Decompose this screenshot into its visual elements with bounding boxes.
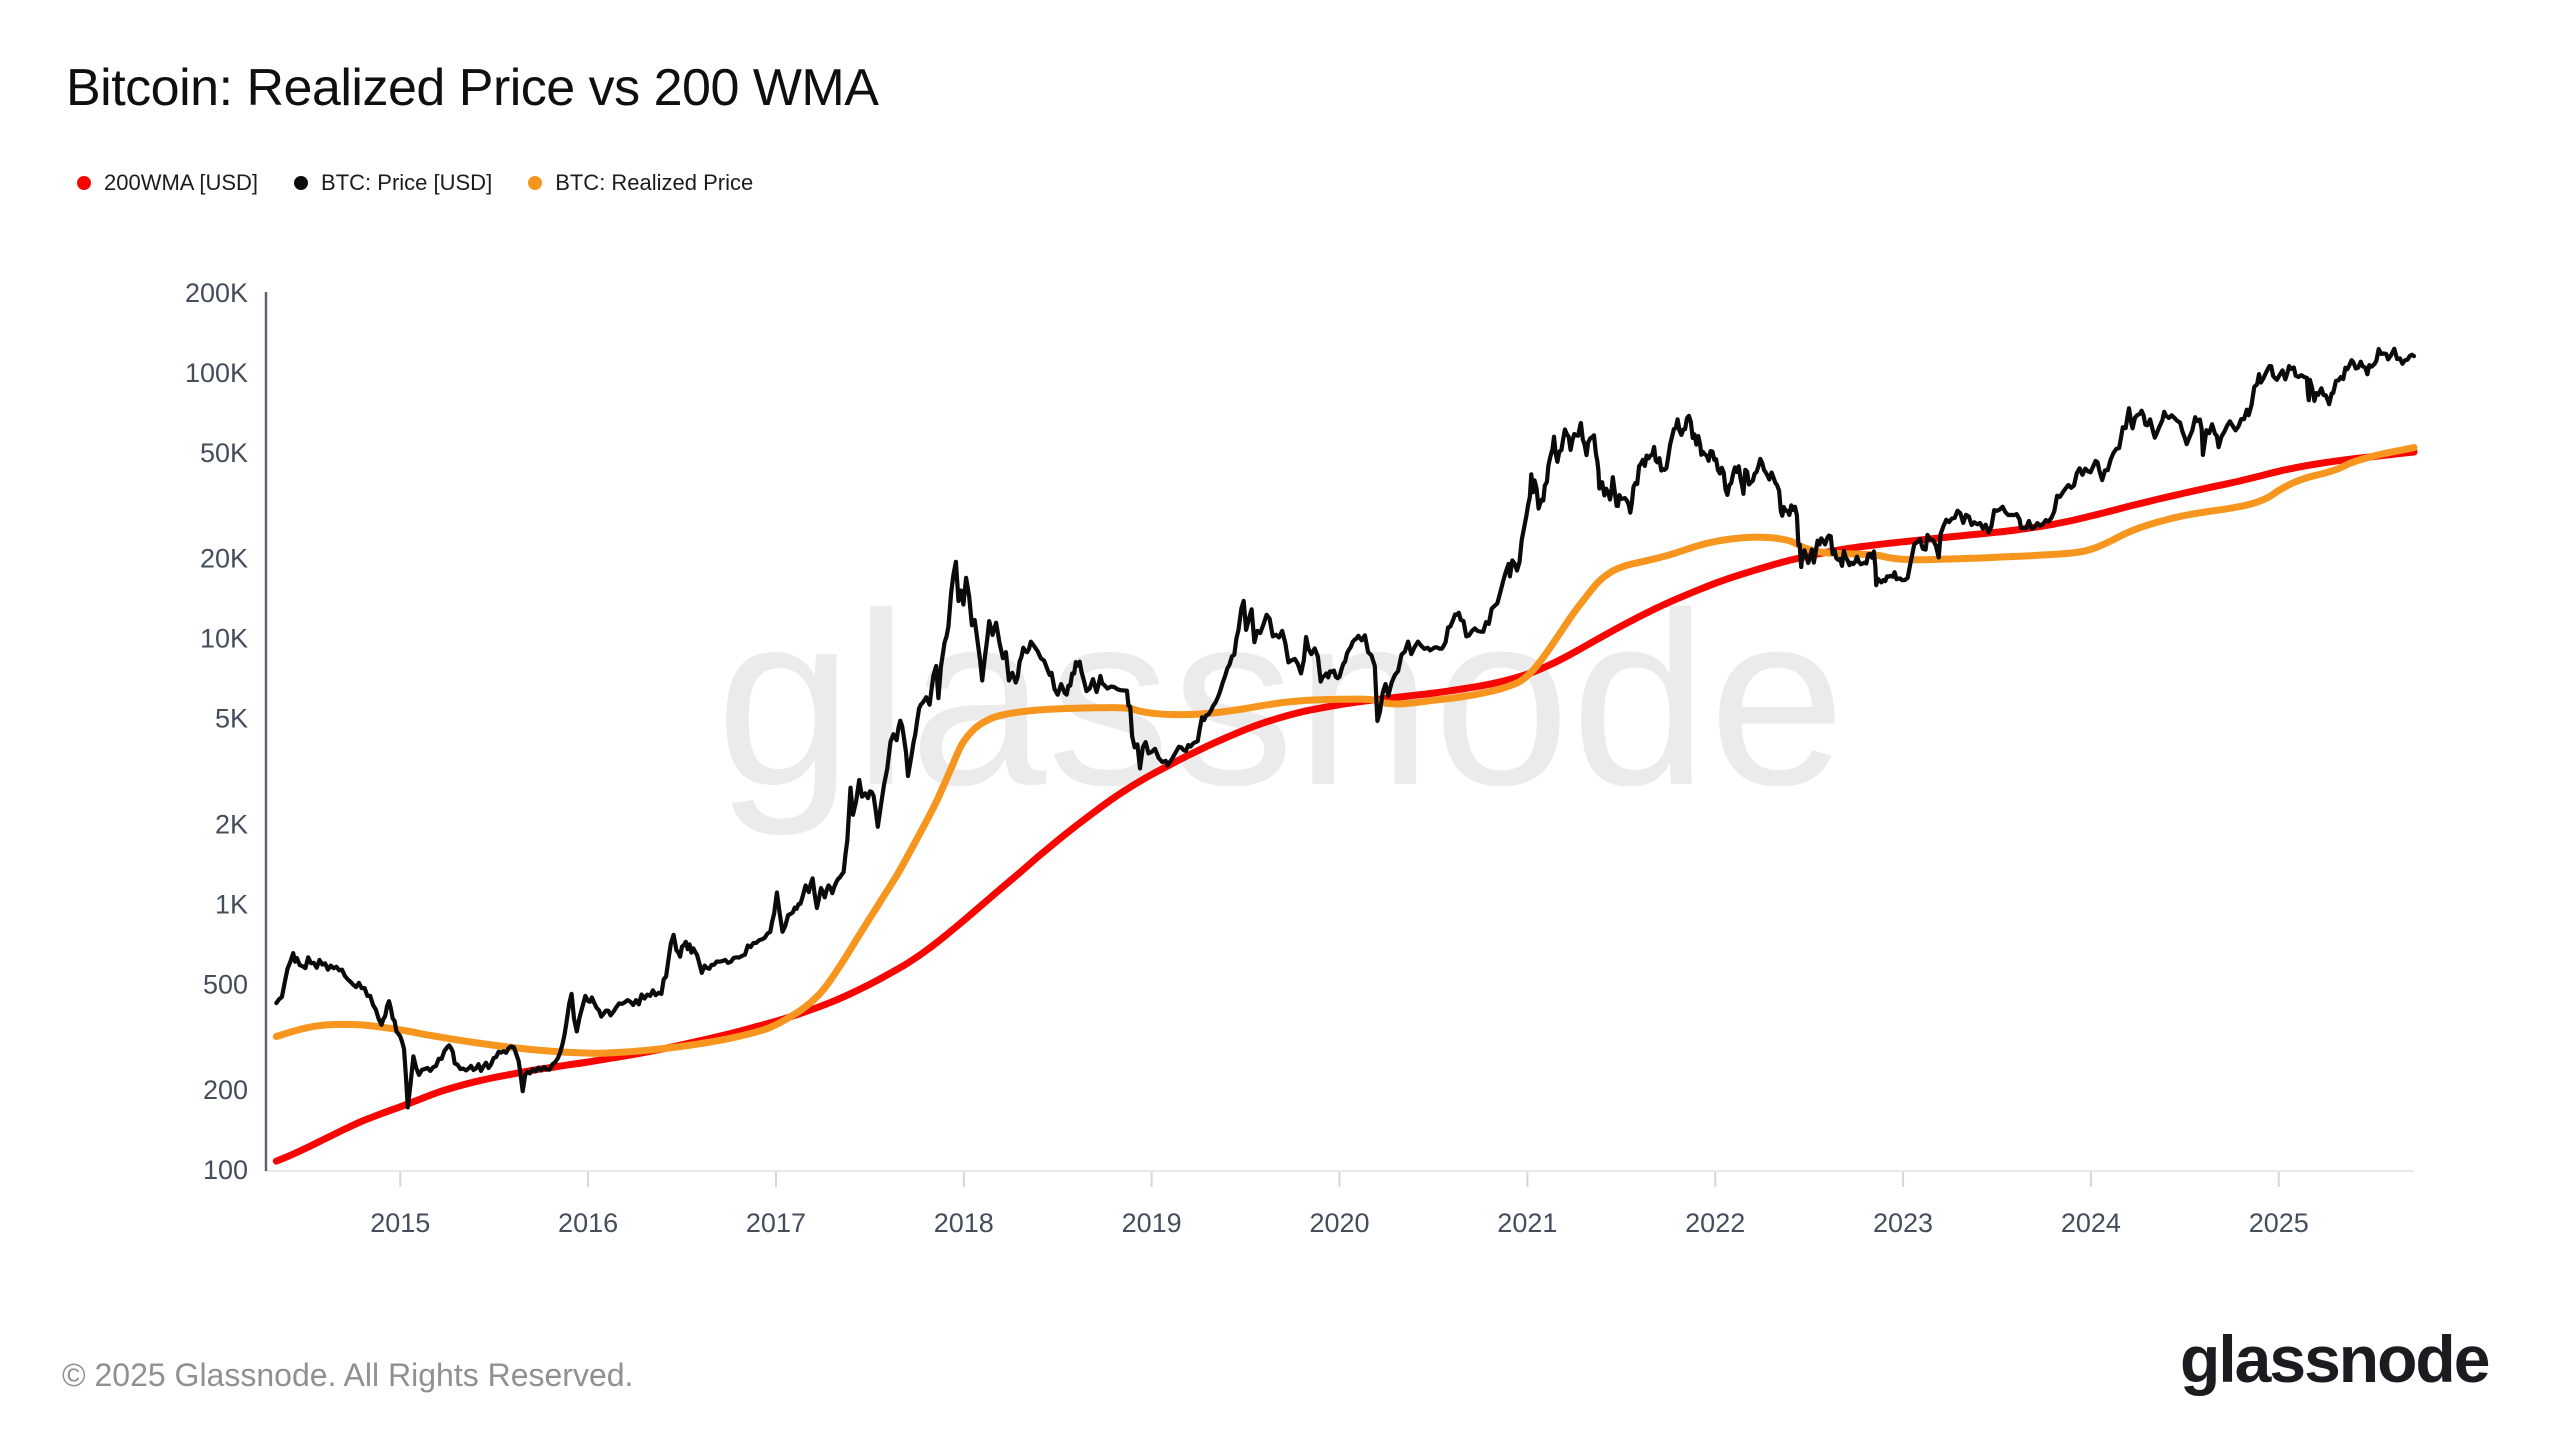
y-tick-label: 500 <box>203 969 248 999</box>
x-tick-label: 2018 <box>934 1208 994 1238</box>
y-tick-label: 50K <box>200 438 248 468</box>
legend-dot-realized-price-icon <box>528 176 543 190</box>
y-tick-label: 2K <box>215 809 248 839</box>
x-tick-label: 2019 <box>1122 1208 1182 1238</box>
y-tick-label: 200K <box>185 278 248 308</box>
btc-price-usd-line <box>274 346 2417 1110</box>
legend-item-200wma[interactable]: 200WMA [USD] <box>77 172 258 194</box>
legend-item-btc-price[interactable]: BTC: Price [USD] <box>294 172 492 194</box>
y-tick-label: 20K <box>200 544 248 574</box>
x-tick-label: 2021 <box>1497 1208 1557 1238</box>
x-tick-label: 2022 <box>1685 1208 1745 1238</box>
x-tick-label: 2015 <box>370 1208 430 1238</box>
x-tick-label: 2024 <box>2061 1208 2121 1238</box>
y-tick-label: 100K <box>185 358 248 388</box>
y-tick-label: 10K <box>200 624 248 654</box>
y-tick-label: 200 <box>203 1075 248 1105</box>
glassnode-logo: glassnode <box>2180 1322 2490 1396</box>
x-tick-label: 2023 <box>1873 1208 1933 1238</box>
200wma-usd-line <box>272 448 2418 1165</box>
page-title: Bitcoin: Realized Price vs 200 WMA <box>66 59 879 117</box>
x-tick-label: 2025 <box>2249 1208 2309 1238</box>
legend-label-btc-price: BTC: Price [USD] <box>321 170 493 195</box>
legend-label-realized-price: BTC: Realized Price <box>555 170 754 195</box>
chart-legend: 200WMA [USD] BTC: Price [USD] BTC: Reali… <box>77 172 753 194</box>
y-tick-label: 100 <box>203 1155 248 1185</box>
legend-label-200wma: 200WMA [USD] <box>104 170 259 195</box>
legend-dot-200wma-icon <box>77 176 91 190</box>
x-tick-label: 2020 <box>1309 1208 1369 1238</box>
btc-realized-price-line <box>272 444 2418 1057</box>
y-tick-label: 1K <box>215 889 248 919</box>
legend-dot-btc-price-icon <box>294 176 309 190</box>
copyright-text: © 2025 Glassnode. All Rights Reserved. <box>62 1357 634 1393</box>
x-tick-label: 2017 <box>746 1208 806 1238</box>
x-tick-label: 2016 <box>558 1208 618 1238</box>
legend-item-realized-price[interactable]: BTC: Realized Price <box>528 172 753 194</box>
y-tick-label: 5K <box>215 704 248 734</box>
